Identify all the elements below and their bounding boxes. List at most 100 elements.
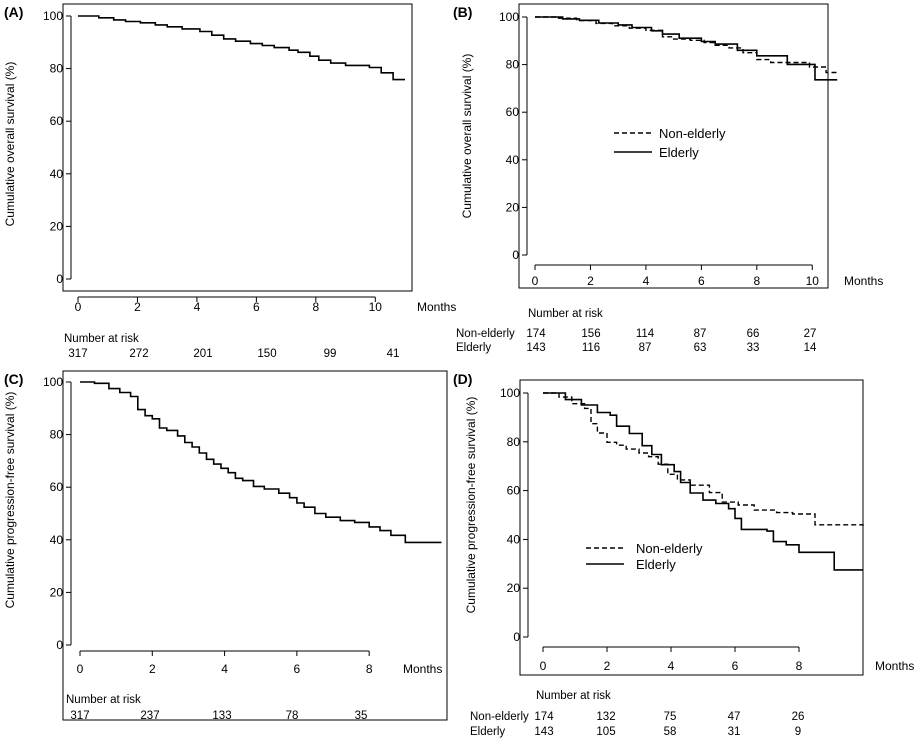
panel-d-risk-value: 75: [664, 711, 677, 723]
panel-c-x-tick-label: 2: [149, 662, 156, 676]
panel-c-y-tick-label: 60: [50, 480, 64, 494]
panel-d-curve-non-elderly-0: [543, 392, 864, 527]
panel-d-risk-value: 132: [596, 711, 615, 723]
panel-a-y-tick-label: 20: [50, 219, 64, 233]
panel-b-y-tick-label: 100: [499, 10, 519, 24]
panel-c-y-tick-label: 80: [50, 428, 64, 442]
panel-b-risk-value: 33: [747, 342, 760, 354]
panel-b-risk-row-label: Elderly: [456, 342, 491, 354]
panel-d-legend-label: Non-elderly: [636, 541, 703, 556]
panel-b-x-tick-label: 4: [643, 274, 650, 288]
panel-c-x-tick-label: 6: [294, 662, 301, 676]
panel-d-risk-value: 31: [728, 726, 741, 738]
panel-b-x-axis-label: Months: [844, 274, 883, 288]
panel-c-risk-value: 237: [140, 710, 159, 722]
panel-b-legend-label: Non-elderly: [659, 126, 726, 141]
panel-d-x-tick-label: 6: [732, 659, 739, 673]
panel-b-risk-value: 63: [694, 342, 707, 354]
panel-b-y-tick-label: 60: [506, 105, 520, 119]
panel-b-y-tick-label: 0: [512, 248, 519, 262]
panel-b-frame: [518, 3, 829, 289]
panel-a-y-tick-label: 100: [43, 9, 63, 23]
panel-b-x-tick-label: 10: [806, 274, 820, 288]
panel-d-y-tick-label: 0: [513, 630, 520, 644]
panel-a-x-tick-label: 10: [369, 300, 383, 314]
panel-b-y-tick-label: 20: [506, 200, 520, 214]
panel-b-y-tick-label: 40: [506, 153, 520, 167]
panel-d-x-axis-label: Months: [875, 659, 914, 673]
panel-c-risk-value: 35: [355, 710, 368, 722]
panel-a-risk-value: 99: [324, 348, 337, 360]
panel-d-y-tick-label: 100: [500, 386, 520, 400]
panel-d-y-axis-label: Cumulative progression-free survival (%): [464, 397, 478, 614]
panel-a-risk-value: 41: [387, 348, 400, 360]
panel-d-risk-value: 143: [534, 726, 553, 738]
panel-c-x-tick-label: 0: [77, 662, 84, 676]
panel-b-y-tick-label: 80: [506, 58, 520, 72]
panel-d-curve-elderly-1: [543, 392, 863, 571]
panel-d-risk-value: 58: [664, 726, 677, 738]
panel-a-curve-all-patients-0: [78, 15, 405, 81]
panel-c-y-tick-label: 20: [50, 585, 64, 599]
panel-b-y-axis-label: Cumulative overall survival (%): [460, 54, 474, 219]
panel-c-y-tick-label: 40: [50, 533, 64, 547]
panel-a-y-axis-label: Cumulative overall survival (%): [3, 62, 17, 227]
panel-a-label: (A): [4, 4, 23, 20]
panel-d-risk-value: 105: [596, 726, 615, 738]
panel-c-risk-value: 317: [70, 710, 89, 722]
panel-b-risk-value: 114: [636, 328, 655, 340]
panel-c-y-axis-label: Cumulative progression-free survival (%): [3, 392, 17, 609]
panel-a-x-tick-label: 4: [194, 300, 201, 314]
panel-d-x-tick-label: 2: [604, 659, 611, 673]
panel-b-curve-non-elderly-0: [535, 16, 838, 74]
panel-c-risk-value: 78: [286, 710, 299, 722]
panel-b-risk-value: 156: [581, 328, 600, 340]
panel-c-risk-value: 133: [212, 710, 231, 722]
panel-a-y-tick-label: 80: [50, 62, 64, 76]
panel-b-label: (B): [453, 4, 472, 20]
panel-a-y-tick-label: 60: [50, 114, 64, 128]
panel-c-curve-all-patients-0: [80, 381, 442, 544]
panel-a-x-tick-label: 0: [75, 300, 82, 314]
panel-d-y-tick-label: 40: [507, 532, 521, 546]
panel-b-curve-elderly-1: [535, 16, 838, 81]
panel-a-x-tick-label: 8: [312, 300, 319, 314]
panel-d-risk-row-label: Elderly: [470, 726, 505, 738]
panel-a-y-tick-label: 0: [56, 272, 63, 286]
panel-a-x-tick-label: 6: [253, 300, 260, 314]
panel-d-risk-value: 47: [728, 711, 741, 723]
panel-d-risk-row-label: Non-elderly: [470, 711, 529, 723]
panel-b-x-tick-label: 8: [753, 274, 760, 288]
panel-a-risk-title: Number at risk: [64, 333, 139, 345]
panel-d-y-tick-label: 80: [507, 435, 521, 449]
panel-b-risk-value: 27: [804, 328, 817, 340]
panel-c-label: (C): [4, 371, 23, 387]
panel-b-risk-value: 174: [526, 328, 546, 340]
panel-d-y-tick-label: 20: [507, 581, 521, 595]
panel-b-x-tick-label: 0: [532, 274, 539, 288]
panel-a-frame: [62, 3, 413, 292]
panel-b-legend-label: Elderly: [659, 145, 699, 160]
panel-b-risk-value: 87: [694, 328, 707, 340]
panel-a-x-tick-label: 2: [134, 300, 141, 314]
panel-b-risk-value: 87: [639, 342, 652, 354]
panel-d-frame: [519, 379, 864, 676]
panel-c-x-tick-label: 4: [221, 662, 228, 676]
panel-d-risk-value: 26: [792, 711, 805, 723]
panel-a-y-tick-label: 40: [50, 167, 64, 181]
panel-d-x-tick-label: 8: [796, 659, 803, 673]
panel-a-risk-value: 201: [193, 348, 212, 360]
panel-d-label: (D): [453, 371, 472, 387]
panel-c-x-axis-label: Months: [403, 662, 442, 676]
panel-b-x-tick-label: 2: [587, 274, 594, 288]
panel-b-risk-row-label: Non-elderly: [456, 328, 515, 340]
panel-b-x-tick-label: 6: [698, 274, 705, 288]
panel-d-risk-value: 174: [534, 711, 554, 723]
panel-c-y-tick-label: 100: [43, 375, 63, 389]
panel-c-x-tick-label: 8: [366, 662, 373, 676]
panel-d-x-tick-label: 4: [668, 659, 675, 673]
panel-b-risk-value: 143: [526, 342, 545, 354]
panel-b-risk-title: Number at risk: [528, 308, 603, 320]
panel-b-risk-value: 66: [747, 328, 760, 340]
